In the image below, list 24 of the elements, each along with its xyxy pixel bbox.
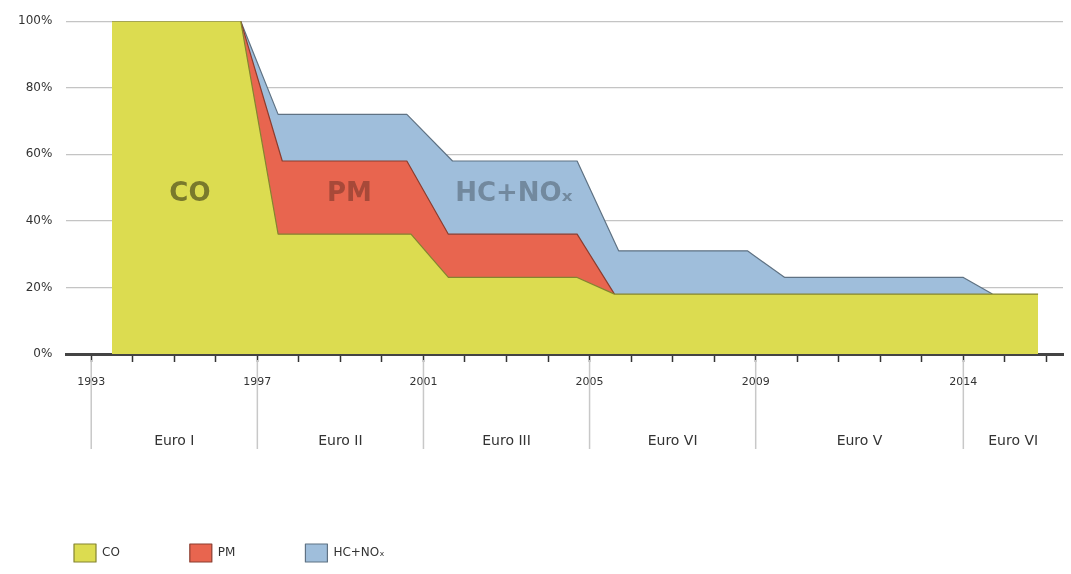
legend-label: HC+NOₓ <box>333 545 385 560</box>
x-tick-label: 2009 <box>741 375 770 389</box>
x-tick-label: 2014 <box>949 375 978 389</box>
text: Euro III <box>482 431 531 448</box>
text: Euro V <box>836 431 883 448</box>
y-tick-label: 60% <box>25 146 53 161</box>
y-tick-label: 100% <box>17 13 53 28</box>
text: PM <box>326 177 372 208</box>
text: Euro VI <box>988 431 1039 448</box>
text: CO <box>169 177 211 208</box>
y-tick-label: 20% <box>25 279 53 294</box>
text: Euro I <box>154 431 195 448</box>
legend-label: CO <box>102 545 120 560</box>
x-tick-label: 2005 <box>575 375 604 389</box>
x-tick-label: 1997 <box>243 375 272 389</box>
text: HC+NOₓ <box>455 177 573 208</box>
y-tick-label: 40% <box>25 213 53 228</box>
x-tick-label: 2001 <box>409 375 438 389</box>
y-tick-label: 80% <box>25 79 53 94</box>
legend-label: PM <box>217 545 236 560</box>
text: Euro II <box>318 431 363 448</box>
y-tick-label: 0% <box>33 346 53 361</box>
text: Euro VI <box>647 431 698 448</box>
x-tick-label: 1993 <box>77 375 106 389</box>
